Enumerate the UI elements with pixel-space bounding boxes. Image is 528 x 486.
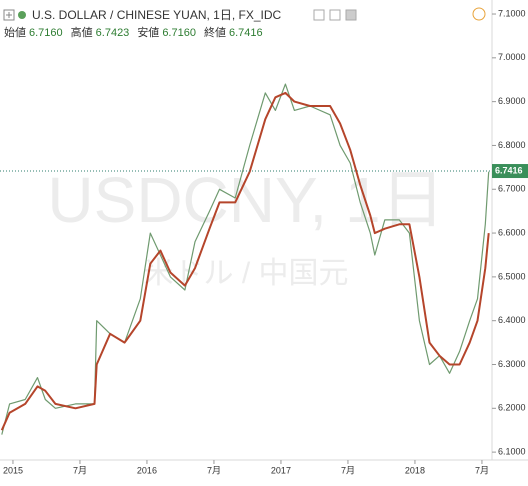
y-tick-label: 6.8000 [498,140,526,150]
x-tick-label: 7月 [73,465,87,475]
moving-average-line [0,91,490,431]
y-tick-label: 7.1000 [498,8,526,18]
watermark-subtitle: 米ドル / 中国元 [143,257,348,290]
y-tick-label: 6.2000 [498,403,526,413]
y-tick-label: 6.4000 [498,315,526,325]
y-tick-label: 6.1000 [498,446,526,456]
ohlc-label: 安値 [137,25,159,39]
watermark: USDCNY, 1日 [47,164,444,236]
ohlc-label: 終値 [204,25,226,39]
ohlc-label: 始値 [4,25,26,39]
alert-icon[interactable] [472,7,486,21]
last-price-tag [492,164,528,179]
ohlc-value: 6.7160 [29,27,63,39]
symbol-title: U.S. DOLLAR / CHINESE YUAN, 1日, FX_IDC [32,8,282,22]
ohlc-value: 6.7416 [229,27,263,39]
ohlc-row: 始値 6.7160 高値 6.7423 安値 6.7160 終値 6.7416 [4,25,263,39]
ohlc-label: 高値 [71,25,93,39]
y-tick-label: 7.0000 [498,52,526,62]
y-tick-label: 6.6000 [498,227,526,237]
ohlc-value: 6.7423 [96,27,130,39]
settings-icon[interactable] [313,9,325,21]
x-tick-label: 7月 [207,465,221,475]
y-tick-label: 6.3000 [498,359,526,369]
x-tick-label: 2018 [405,465,425,475]
ohlc-value: 6.7160 [162,27,196,39]
last-price-label: 6.7416 [495,165,523,175]
close-icon[interactable] [345,9,357,21]
x-tick-label: 2017 [271,465,291,475]
x-tick-label: 7月 [341,465,355,475]
x-tick-label: 7月 [475,465,489,475]
x-tick-label: 2015 [3,465,23,475]
collapse-icon[interactable] [3,9,15,21]
x-tick-label: 2016 [137,465,157,475]
y-tick-label: 6.5000 [498,271,526,281]
y-tick-label: 6.7000 [498,184,526,194]
plot-area [0,83,490,435]
y-tick-label: 6.9000 [498,96,526,106]
hide-icon[interactable] [329,9,341,21]
status-dot [18,11,26,19]
